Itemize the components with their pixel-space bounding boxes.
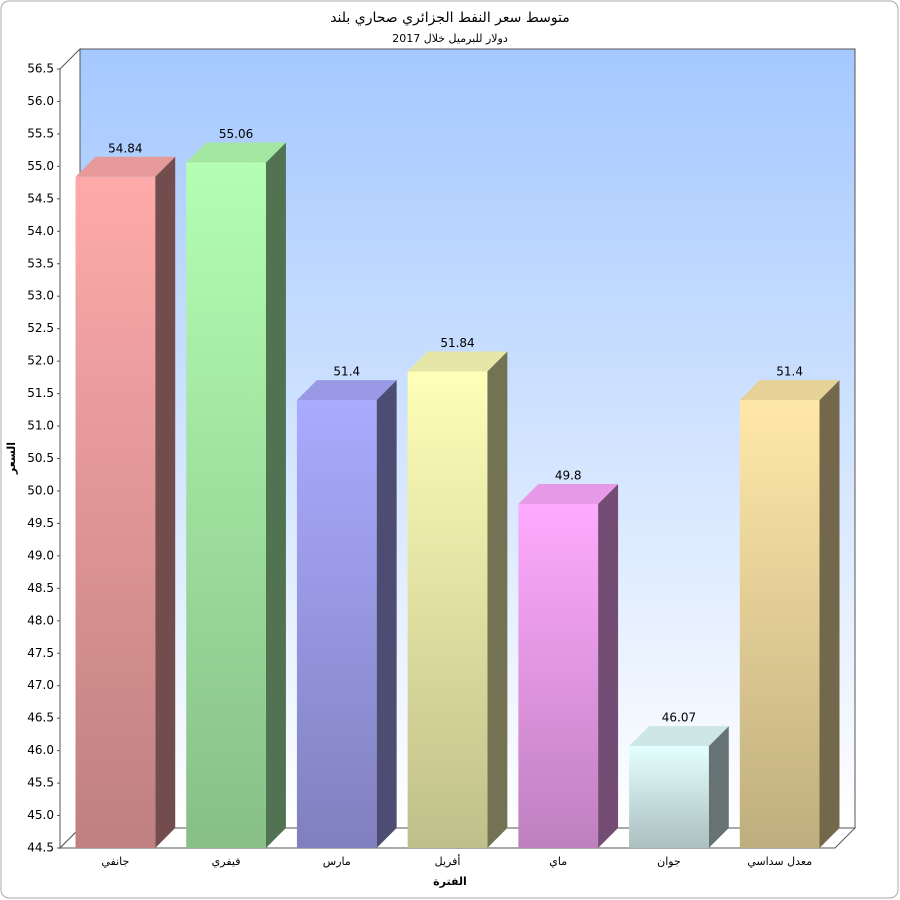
x-tick-label: أفريل: [435, 854, 461, 868]
y-tick-label: 46.0: [27, 743, 54, 757]
bar: [407, 371, 488, 848]
y-tick-label: 50.5: [27, 451, 54, 465]
bar-top: [296, 380, 397, 401]
bar: [518, 503, 599, 848]
y-tick-label: 54.0: [27, 224, 54, 238]
data-label: 51.4: [776, 365, 803, 379]
chart-title: متوسط سعر النفط الجزائري صحاري بلند: [330, 10, 570, 26]
y-tick-label: 56.5: [27, 62, 54, 76]
y-tick-label: 47.0: [27, 678, 54, 692]
bar: [629, 746, 709, 848]
x-tick-label: جوان: [657, 855, 681, 868]
y-tick-label: 53.5: [27, 256, 54, 270]
y-tick-label: 54.5: [27, 191, 54, 205]
bar-side: [708, 726, 729, 848]
bar: [739, 400, 820, 848]
bar-side: [155, 156, 176, 849]
data-label: 54.84: [108, 141, 142, 155]
bar-top: [629, 726, 729, 747]
y-tick-label: 51.5: [27, 386, 54, 400]
x-tick-label: جانفي: [101, 855, 129, 868]
bar-side: [487, 351, 508, 848]
x-tick-label: فيفري: [212, 855, 241, 868]
data-label: 51.84: [440, 336, 474, 350]
bar: [75, 176, 156, 849]
bar-top: [407, 351, 508, 372]
y-tick-label: 49.5: [27, 516, 54, 530]
bar-side: [819, 380, 840, 848]
y-tick-label: 45.0: [27, 808, 54, 822]
y-tick-label: 45.5: [27, 776, 54, 790]
bar-top: [75, 156, 176, 177]
bar-top: [739, 380, 840, 401]
y-axis-label: السعر: [5, 442, 18, 475]
y-tick-label: 49.0: [27, 548, 54, 562]
data-label: 46.07: [662, 711, 696, 725]
x-tick-label: مارس: [323, 855, 351, 868]
y-tick-label: 52.5: [27, 321, 54, 335]
y-tick-label: 56.0: [27, 94, 54, 108]
y-tick-label: 50.0: [27, 483, 54, 497]
bar: [296, 400, 377, 848]
bar-side: [598, 483, 619, 848]
y-tick-label: 44.5: [27, 841, 54, 855]
y-tick-label: 51.0: [27, 419, 54, 433]
chart-subtitle: دولار للبرميل خلال 2017: [392, 32, 508, 45]
y-tick-label: 48.0: [27, 613, 54, 627]
bar-side: [265, 142, 286, 849]
bar: [186, 162, 266, 849]
data-label: 51.4: [333, 365, 360, 379]
y-tick-label: 47.5: [27, 646, 54, 660]
x-tick-label: معدل سداسي: [747, 855, 812, 868]
bar-top: [518, 483, 619, 504]
bar-top: [186, 142, 286, 163]
y-tick-label: 53.0: [27, 289, 54, 303]
bar-side: [376, 380, 397, 848]
y-tick-label: 55.0: [27, 159, 54, 173]
data-label: 55.06: [219, 127, 253, 141]
x-axis-label: الفترة: [433, 875, 467, 888]
y-tick-label: 55.5: [27, 126, 54, 140]
data-label: 49.8: [555, 468, 582, 482]
y-tick-label: 46.5: [27, 711, 54, 725]
y-tick-label: 48.5: [27, 581, 54, 595]
x-tick-label: ماي: [549, 855, 567, 868]
y-tick-label: 52.0: [27, 354, 54, 368]
